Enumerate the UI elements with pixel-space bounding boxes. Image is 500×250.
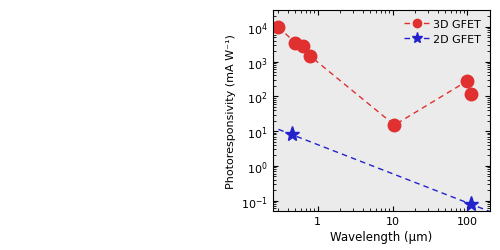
Legend: 3D GFET, 2D GFET: 3D GFET, 2D GFET bbox=[401, 17, 484, 48]
Y-axis label: Photoresponsivity (mA W⁻¹): Photoresponsivity (mA W⁻¹) bbox=[226, 34, 236, 188]
X-axis label: Wavelength (μm): Wavelength (μm) bbox=[330, 230, 432, 243]
